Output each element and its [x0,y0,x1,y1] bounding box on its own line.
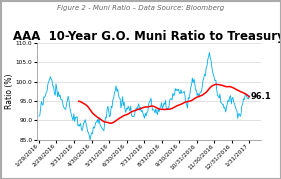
Mid Price [126,105,130,107]
SMAVG (50) [109,122,112,124]
SMAVG (50) [196,96,199,98]
Mid Price [208,51,211,54]
SMAVG (50) [77,100,80,102]
Mid Price [126,108,129,110]
Mid Price [209,57,212,59]
SMAVG (50) [128,112,132,114]
Line: SMAVG (50): SMAVG (50) [79,84,249,123]
Text: Figure 2 - Muni Ratio – Data Source: Bloomberg: Figure 2 - Muni Ratio – Data Source: Blo… [57,4,224,11]
SMAVG (50) [144,106,147,108]
SMAVG (50) [233,88,236,90]
Mid Price [37,115,41,117]
Y-axis label: Ratio (%): Ratio (%) [5,74,14,109]
Mid Price [67,99,71,101]
SMAVG (50) [215,83,218,85]
SMAVG (50) [82,102,85,105]
SMAVG (50) [248,96,251,98]
Title: AAA  10-Year G.O. Muni Ratio to Treasury: AAA 10-Year G.O. Muni Ratio to Treasury [13,30,281,43]
Mid Price [239,113,243,115]
Mid Price [89,139,92,141]
Line: Mid Price: Mid Price [39,52,249,140]
Mid Price [62,107,66,109]
Text: 96.1: 96.1 [251,92,271,101]
Mid Price [248,94,251,96]
SMAVG (50) [153,105,156,108]
